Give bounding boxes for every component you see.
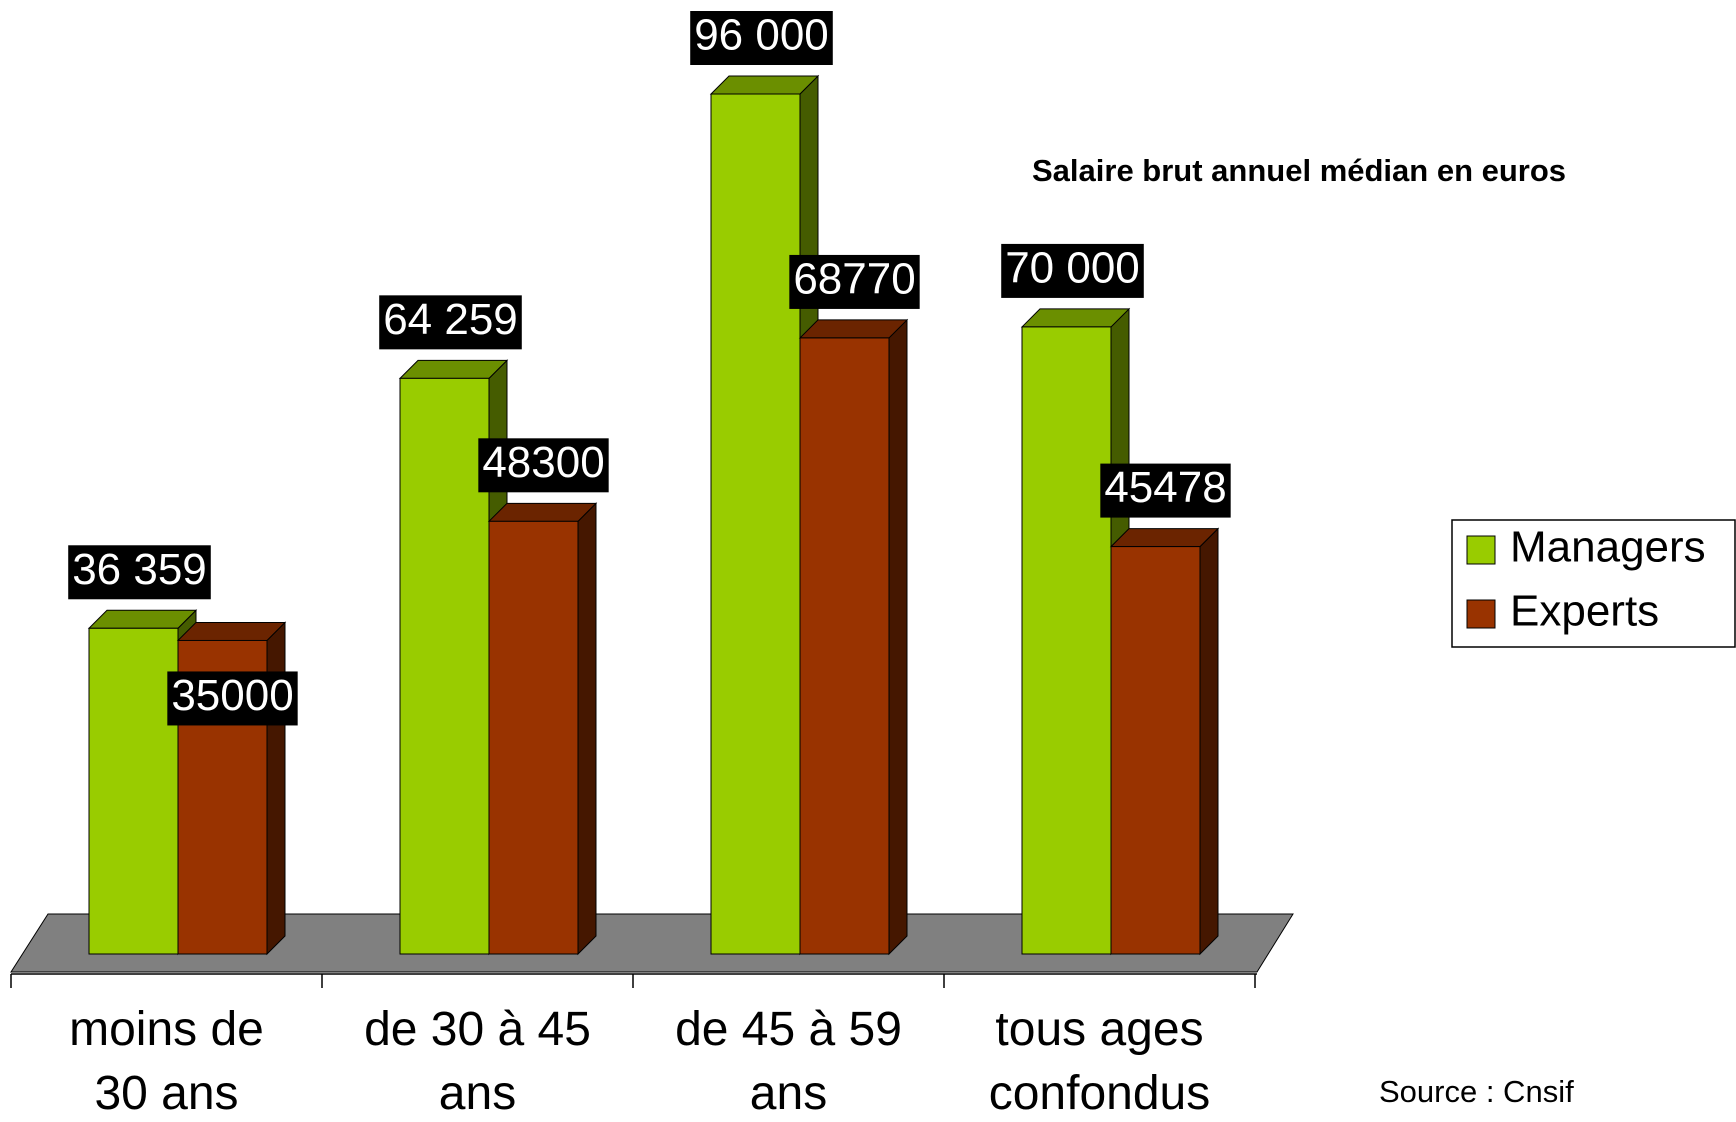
bar — [488, 520, 579, 955]
data-label-bg — [1001, 243, 1144, 298]
bar-side — [888, 318, 908, 956]
chart-title: Salaire brut annuel médian en euros — [1032, 153, 1566, 188]
data-label-bg — [690, 11, 833, 65]
bar-top — [709, 75, 820, 95]
data-label: 45478 — [1104, 463, 1226, 512]
x-tick-label: de 45 à 59 ans — [675, 1003, 902, 1120]
bar-top — [487, 502, 598, 522]
data-label-bg — [789, 254, 920, 309]
bar-side — [1199, 527, 1219, 956]
bar-top — [398, 359, 509, 379]
data-label: 96 000 — [694, 11, 829, 60]
data-label: 68770 — [793, 255, 915, 304]
bar-top — [176, 621, 287, 641]
floor — [10, 913, 1294, 973]
data-label-bg — [68, 545, 211, 600]
legend-swatch — [1466, 599, 1496, 629]
legend-label: Managers — [1510, 523, 1706, 572]
data-label-bg — [478, 438, 609, 493]
data-label: 64 259 — [383, 295, 518, 344]
legend-box — [1451, 519, 1736, 648]
data-label: 36 359 — [72, 545, 207, 594]
bar — [710, 93, 801, 955]
bar-top — [1109, 528, 1220, 548]
x-tick-label: de 30 à 45 ans — [364, 1003, 591, 1120]
bar — [399, 377, 490, 955]
bar-top — [1020, 308, 1131, 328]
x-tick-label: tous ages confondus — [988, 1003, 1211, 1120]
data-label-bg — [167, 671, 298, 726]
data-label: 35000 — [171, 671, 293, 720]
data-label-bg — [379, 295, 522, 350]
bar — [799, 337, 890, 955]
bar-top — [798, 319, 909, 339]
legend-label: Experts — [1510, 587, 1659, 636]
data-label: 70 000 — [1005, 244, 1140, 293]
bar — [1021, 326, 1112, 955]
bar-side — [577, 502, 597, 956]
bar — [88, 627, 179, 955]
x-tick-label: moins de 30 ans — [69, 1003, 264, 1120]
bar-top — [87, 609, 198, 629]
legend-swatch — [1466, 535, 1496, 565]
data-label-bg — [1100, 463, 1231, 518]
bar — [1110, 546, 1201, 955]
data-label: 48300 — [482, 438, 604, 487]
source-note: Source : Cnsif — [1379, 1074, 1574, 1109]
